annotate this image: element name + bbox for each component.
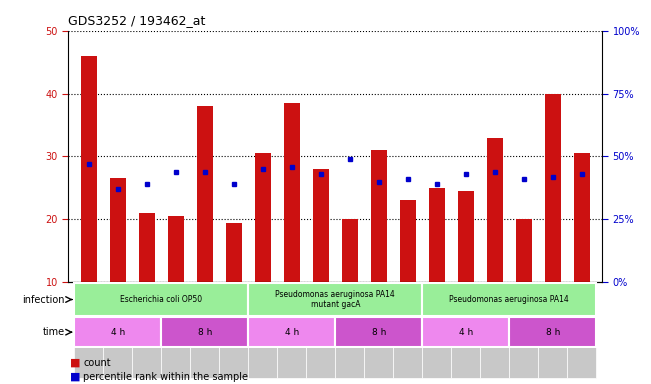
Bar <box>81 56 96 282</box>
Bar <box>139 213 155 282</box>
Bar <box>312 169 329 282</box>
Bar <box>342 219 358 282</box>
Text: ■: ■ <box>70 372 81 382</box>
Bar <box>574 153 590 282</box>
Bar <box>197 106 213 282</box>
Bar <box>516 219 532 282</box>
Bar <box>248 283 422 316</box>
Bar <box>226 222 242 282</box>
Text: GDS3252 / 193462_at: GDS3252 / 193462_at <box>68 14 206 27</box>
Bar <box>219 282 248 378</box>
Bar <box>168 216 184 282</box>
Text: count: count <box>83 358 111 368</box>
Bar <box>545 94 561 282</box>
Bar <box>371 150 387 282</box>
Bar <box>480 282 509 378</box>
Bar <box>74 283 248 316</box>
Bar <box>335 318 422 347</box>
Bar <box>284 103 299 282</box>
Bar <box>74 282 103 378</box>
Text: Pseudomonas aeruginosa PA14: Pseudomonas aeruginosa PA14 <box>449 295 569 304</box>
Bar <box>110 179 126 282</box>
Bar <box>103 282 132 378</box>
Bar <box>538 282 568 378</box>
Bar <box>568 282 596 378</box>
Text: 8 h: 8 h <box>546 328 560 337</box>
Bar <box>255 153 271 282</box>
Bar <box>422 283 596 316</box>
Text: ■: ■ <box>70 358 81 368</box>
Text: 4 h: 4 h <box>284 328 299 337</box>
Text: 8 h: 8 h <box>372 328 386 337</box>
Bar <box>451 282 480 378</box>
Bar <box>74 318 161 347</box>
Text: Escherichia coli OP50: Escherichia coli OP50 <box>120 295 202 304</box>
Bar <box>509 282 538 378</box>
Bar <box>248 318 335 347</box>
Bar <box>161 282 190 378</box>
Bar <box>422 318 509 347</box>
Text: 4 h: 4 h <box>111 328 125 337</box>
Text: Pseudomonas aeruginosa PA14
mutant gacA: Pseudomonas aeruginosa PA14 mutant gacA <box>275 290 395 309</box>
Bar <box>161 318 248 347</box>
Bar <box>487 137 503 282</box>
Bar <box>400 200 416 282</box>
Text: infection: infection <box>23 295 65 305</box>
Bar <box>422 282 451 378</box>
Bar <box>458 191 474 282</box>
Bar <box>335 282 365 378</box>
Bar <box>365 282 393 378</box>
Bar <box>429 188 445 282</box>
Text: 8 h: 8 h <box>197 328 212 337</box>
Text: 4 h: 4 h <box>459 328 473 337</box>
Bar <box>509 318 596 347</box>
Bar <box>190 282 219 378</box>
Text: percentile rank within the sample: percentile rank within the sample <box>83 372 248 382</box>
Text: time: time <box>43 327 65 337</box>
Bar <box>393 282 422 378</box>
Bar <box>306 282 335 378</box>
Bar <box>132 282 161 378</box>
Bar <box>277 282 306 378</box>
Bar <box>248 282 277 378</box>
